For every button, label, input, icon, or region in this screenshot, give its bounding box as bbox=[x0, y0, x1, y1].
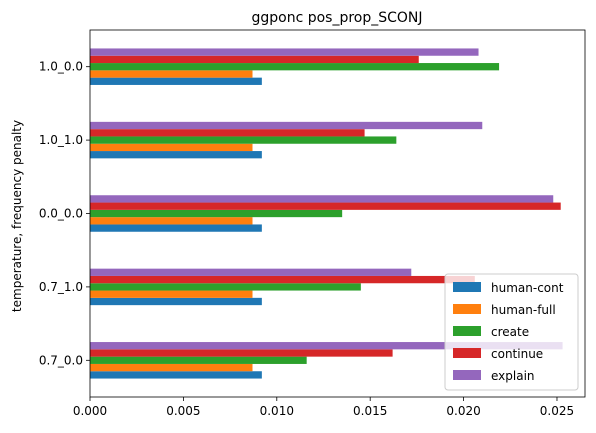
x-tick-label: 0.010 bbox=[260, 404, 294, 418]
bar-continue-0.7_0.0 bbox=[90, 349, 393, 357]
x-tick-label: 0.025 bbox=[540, 404, 574, 418]
bar-human-cont-1.0_1.0 bbox=[90, 151, 262, 159]
legend-label-human-full: human-full bbox=[491, 303, 556, 317]
legend-swatch-create bbox=[453, 326, 481, 336]
x-tick-label: 0.020 bbox=[446, 404, 480, 418]
bar-human-full-0.0_0.0 bbox=[90, 217, 253, 225]
bar-continue-1.0_1.0 bbox=[90, 129, 365, 137]
bar-create-0.7_0.0 bbox=[90, 356, 307, 364]
bar-human-cont-0.7_1.0 bbox=[90, 297, 262, 306]
bar-create-0.7_1.0 bbox=[90, 283, 361, 291]
legend-label-continue: continue bbox=[491, 347, 543, 361]
bar-human-cont-0.7_0.0 bbox=[90, 371, 262, 379]
legend-label-create: create bbox=[491, 325, 529, 339]
bar-human-full-0.7_0.0 bbox=[90, 363, 253, 372]
x-tick-label: 0.015 bbox=[353, 404, 387, 418]
y-axis-title: temperature, frequency penalty bbox=[10, 120, 24, 312]
bar-continue-1.0_0.0 bbox=[90, 55, 419, 64]
bar-create-1.0_0.0 bbox=[90, 63, 500, 71]
x-tick-label: 0.005 bbox=[166, 404, 200, 418]
bar-explain-1.0_0.0 bbox=[90, 48, 479, 56]
legend-swatch-continue bbox=[453, 348, 481, 358]
bar-explain-0.7_0.0 bbox=[90, 342, 563, 350]
legend-swatch-explain bbox=[453, 370, 481, 380]
y-tick-label: 0.0_0.0 bbox=[39, 207, 83, 221]
y-tick-label: 1.0_1.0 bbox=[39, 133, 83, 147]
chart-title: ggponc pos_prop_SCONJ bbox=[251, 10, 422, 26]
x-tick-label: 0.000 bbox=[73, 404, 107, 418]
y-tick-label: 1.0_0.0 bbox=[39, 60, 83, 74]
y-tick-label: 0.7_1.0 bbox=[39, 280, 83, 294]
bar-continue-0.7_1.0 bbox=[90, 275, 475, 284]
axes-group: 0.000 0.005 0.010 0.015 0.020 0.025 0.7_0.0 0.7… bbox=[39, 29, 586, 418]
bar-create-0.0_0.0 bbox=[90, 209, 343, 218]
bar-human-full-1.0_1.0 bbox=[90, 143, 253, 152]
legend-swatch-human-cont bbox=[453, 282, 481, 292]
legend-swatch-human-full bbox=[453, 304, 481, 314]
bar-human-full-0.7_1.0 bbox=[90, 290, 253, 298]
legend-label-human-cont: human-cont bbox=[491, 281, 564, 295]
legend-box bbox=[444, 273, 579, 391]
y-tick-label: 0.7_0.0 bbox=[39, 353, 83, 367]
bar-human-full-1.0_0.0 bbox=[90, 70, 253, 78]
legend: human-cont human-full create continue explai… bbox=[444, 273, 579, 391]
bar-create-1.0_1.0 bbox=[90, 136, 397, 144]
bar-explain-0.0_0.0 bbox=[90, 195, 554, 203]
bars-group bbox=[90, 48, 563, 379]
legend-label-explain: explain bbox=[491, 369, 535, 383]
bar-human-cont-0.0_0.0 bbox=[90, 224, 262, 232]
bar-human-cont-1.0_0.0 bbox=[90, 77, 262, 85]
bar-explain-0.7_1.0 bbox=[90, 268, 412, 276]
bar-explain-1.0_1.0 bbox=[90, 121, 483, 130]
bar-continue-0.0_0.0 bbox=[90, 202, 561, 210]
